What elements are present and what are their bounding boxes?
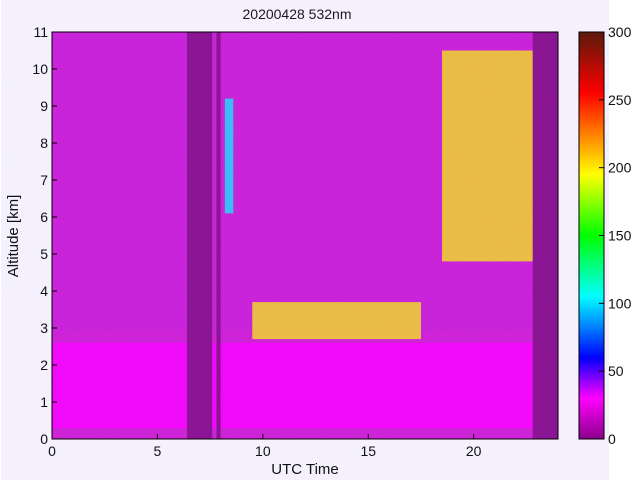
x-tick-label: 5 [154,443,162,459]
x-tick-label: 15 [360,443,376,459]
x-tick-label: 10 [255,443,271,459]
chart-title: 20200428 532nm [243,6,352,22]
y-tick-label: 7 [40,172,48,188]
y-tick-label: 0 [40,431,48,447]
colorbar-tick-label: 250 [608,92,632,108]
y-tick-label: 1 [40,394,48,410]
plot-frame [51,31,559,440]
colorbar-tick-label: 200 [608,160,632,176]
x-axis: 0 5 10 15 20 [48,434,482,459]
y-tick-label: 8 [40,135,48,151]
colorbar-tick-label: 50 [608,363,624,379]
y-tick-label: 6 [40,209,48,225]
colorbar-tick-label: 0 [608,431,616,447]
y-axis: 0 1 2 3 4 5 6 7 8 9 10 11 [32,24,57,447]
y-tick-label: 2 [40,357,48,373]
y-tick-label: 11 [33,24,48,40]
x-axis-label: UTC Time [271,461,339,478]
y-tick-label: 10 [32,61,48,77]
y-tick-label: 5 [40,246,48,262]
y-tick-label: 9 [40,98,48,114]
y-tick-label: 3 [40,320,48,336]
colorbar-tick-label: 100 [608,295,632,311]
y-tick-label: 4 [40,283,48,299]
colorbar-tick-label: 300 [608,24,632,40]
y-axis-label: Altitude [km] [5,195,22,278]
plot-area [51,31,559,440]
colorbar-tick-label: 150 [608,228,632,244]
x-tick-label: 20 [466,443,482,459]
colorbar: 0 50 100 150 200 250 300 [578,24,632,447]
noise-overlay [52,32,558,439]
x-tick-label: 0 [48,443,56,459]
